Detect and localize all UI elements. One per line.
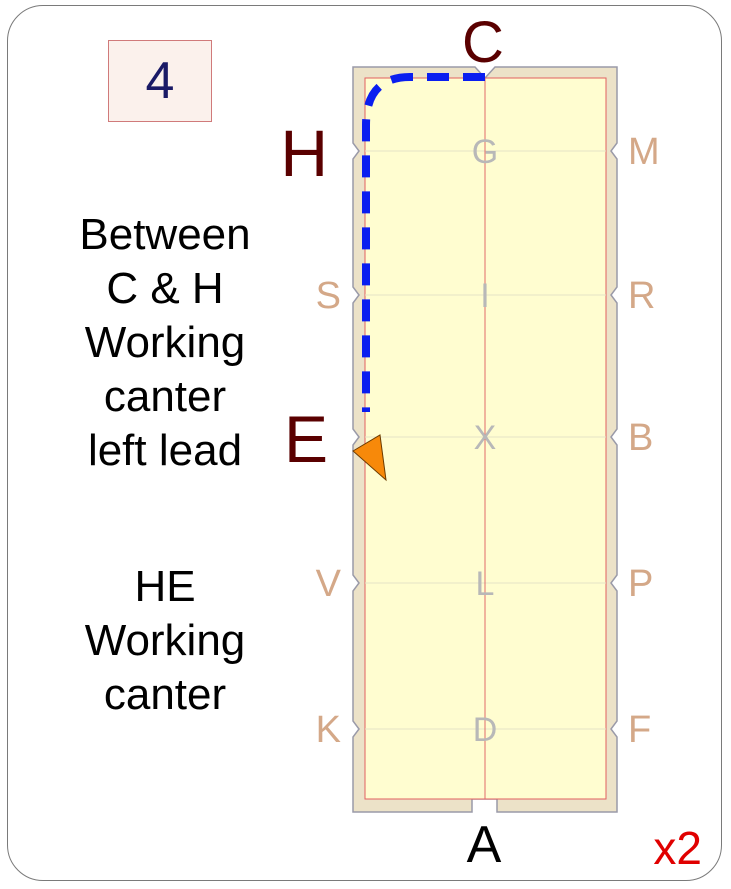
description-line: Working	[84, 616, 246, 665]
marker-A: A	[467, 816, 502, 874]
marker-B: B	[628, 417, 653, 459]
marker-R: R	[628, 275, 655, 317]
direction-arrow	[352, 434, 387, 482]
description-block-2: HE Working canter	[40, 560, 290, 722]
description-line: left lead	[87, 426, 243, 475]
repeat-multiplier: x2	[653, 822, 702, 874]
description-line: Between	[79, 210, 251, 259]
description-line: HE	[134, 562, 196, 611]
marker-L: L	[476, 565, 495, 603]
marker-H: H	[280, 116, 328, 190]
marker-I: I	[480, 277, 489, 315]
marker-M: M	[628, 131, 660, 173]
description-block-1: Between C & H Working canter left lead	[40, 208, 290, 478]
movement-path	[362, 73, 485, 412]
marker-P: P	[628, 563, 653, 605]
marker-G: G	[472, 133, 498, 171]
description-line: canter	[103, 372, 227, 421]
description-line: C & H	[106, 264, 224, 313]
marker-C: C	[462, 10, 504, 75]
marker-E: E	[284, 402, 328, 476]
pattern-number-badge: 4	[108, 40, 212, 122]
marker-K: K	[316, 709, 341, 751]
marker-S: S	[316, 275, 341, 317]
marker-X: X	[474, 419, 497, 457]
description-line: Working	[84, 318, 246, 367]
pattern-number: 4	[145, 52, 175, 110]
marker-D: D	[473, 711, 498, 749]
description-line: canter	[103, 670, 227, 719]
marker-F: F	[628, 709, 651, 751]
marker-V: V	[316, 563, 342, 605]
